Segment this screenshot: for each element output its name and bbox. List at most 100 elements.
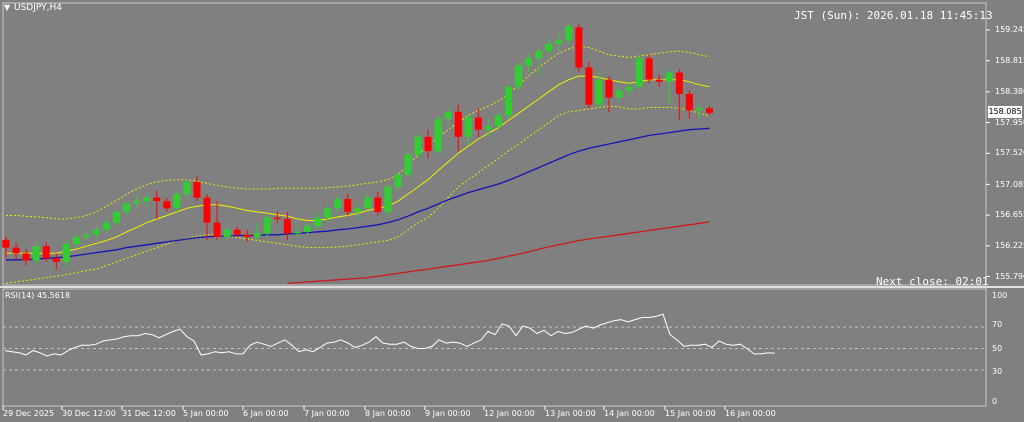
candle-body <box>193 181 201 198</box>
candle-body <box>123 203 131 212</box>
price-label: 157.085 <box>995 180 1024 189</box>
candle-body <box>22 253 30 261</box>
bollinger-upper-line <box>6 45 710 220</box>
time-label: 9 Jan 00:00 <box>425 409 471 418</box>
candle-body <box>474 117 482 130</box>
rsi-level-label: 50 <box>992 344 1003 353</box>
candle-body <box>615 90 623 98</box>
candle-body <box>525 58 533 66</box>
candle-body <box>113 211 121 223</box>
candle-body <box>263 217 271 234</box>
current-price-marker: 158.085 <box>988 106 1022 118</box>
candle-body <box>464 117 472 137</box>
candle-body <box>293 231 301 234</box>
moving-average-lines <box>5 45 710 285</box>
price-label: 155.796 <box>995 272 1024 281</box>
candle-body <box>133 201 141 204</box>
candle-body <box>364 197 372 209</box>
candle-body <box>655 79 663 82</box>
price-label: 158.815 <box>995 56 1024 65</box>
candle-body <box>173 194 181 209</box>
time-label: 30 Dec 12:00 <box>62 409 116 418</box>
candle-body <box>404 154 412 175</box>
price-label: 158.380 <box>995 87 1024 96</box>
time-label: 15 Jan 00:00 <box>665 409 716 418</box>
candle-body <box>635 58 643 87</box>
candle-body <box>314 217 322 227</box>
candle-body <box>555 40 563 44</box>
candle-body <box>223 229 231 237</box>
candle-body <box>283 219 291 234</box>
candle-body <box>103 222 110 230</box>
candle-body <box>685 93 693 111</box>
candle-body <box>2 239 10 248</box>
time-label: 31 Dec 12:00 <box>122 409 176 418</box>
price-label: 159.245 <box>995 25 1024 34</box>
candle-body <box>605 79 613 98</box>
rsi-level-label: 100 <box>992 291 1008 300</box>
time-label: 6 Jan 00:00 <box>243 409 289 418</box>
candle-body <box>434 118 442 152</box>
candle-body <box>645 58 653 80</box>
time-axis-ticks <box>2 406 726 410</box>
candle-body <box>42 246 50 259</box>
candle-body <box>203 197 211 223</box>
candle-body <box>82 234 90 237</box>
candle-body <box>665 72 673 82</box>
candle-body <box>695 108 703 111</box>
candle-body <box>515 65 523 87</box>
candle-body <box>675 72 683 94</box>
rsi-level-label: 0 <box>992 397 998 406</box>
candle-body <box>324 208 332 218</box>
candle-body <box>354 208 362 212</box>
price-label: 157.520 <box>995 148 1024 157</box>
rsi-level-label: 30 <box>992 367 1003 376</box>
price-label: 157.950 <box>995 118 1024 127</box>
time-label: 29 Dec 2025 <box>3 409 55 418</box>
candle-body <box>32 246 40 261</box>
candle-body <box>595 79 603 105</box>
time-label: 7 Jan 00:00 <box>304 409 350 418</box>
moving-average-red-line <box>287 221 710 285</box>
rsi-level-label: 70 <box>992 320 1003 329</box>
candle-body <box>414 136 422 155</box>
rsi-line <box>4 313 776 357</box>
time-label: 8 Jan 00:00 <box>365 409 411 418</box>
candle-body <box>62 244 70 262</box>
candlesticks[interactable] <box>2 22 714 270</box>
main-chart-frame <box>2 2 987 286</box>
symbol-title: USDJPY,H4 <box>14 3 62 13</box>
candle-body <box>424 136 432 152</box>
time-label: 12 Jan 00:00 <box>484 409 535 418</box>
candle-body <box>374 197 382 212</box>
candle-body <box>505 86 512 116</box>
time-label: 13 Jan 00:00 <box>545 409 596 418</box>
triangle-down-icon[interactable]: ▼ <box>4 3 11 12</box>
candle-body <box>253 233 261 237</box>
rsi-level-lines <box>3 326 986 371</box>
candle-body <box>454 111 462 137</box>
rsi-line-path <box>4 313 776 357</box>
candle-body <box>72 236 80 245</box>
candle-body <box>183 181 191 195</box>
rsi-chart-frame <box>2 288 987 407</box>
next-close-readout: Next close: 02:01 <box>876 275 989 288</box>
candle-body <box>575 27 583 68</box>
time-label: 16 Jan 00:00 <box>725 409 776 418</box>
candle-body <box>304 226 311 232</box>
candle-body <box>273 217 281 220</box>
candle-body <box>625 86 633 91</box>
candle-body <box>565 26 573 41</box>
candle-body <box>384 186 392 212</box>
candle-body <box>444 111 452 119</box>
candle-body <box>334 199 342 209</box>
price-label: 156.655 <box>995 210 1024 219</box>
bollinger-mid-line <box>6 75 710 254</box>
candle-body <box>535 51 543 59</box>
candle-body <box>153 197 161 202</box>
candle-body <box>484 126 492 130</box>
candle-body <box>706 108 713 113</box>
candle-body <box>52 258 60 262</box>
